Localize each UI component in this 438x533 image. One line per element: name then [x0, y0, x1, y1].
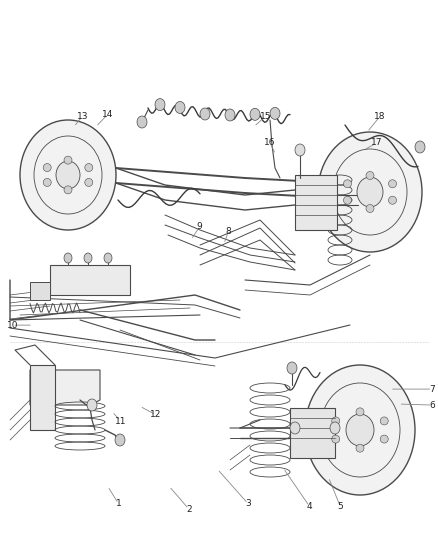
Bar [294, 175, 336, 230]
Text: 10: 10 [7, 321, 18, 329]
Ellipse shape [343, 180, 351, 188]
Ellipse shape [379, 435, 387, 443]
Text: 9: 9 [196, 222, 202, 231]
Text: 5: 5 [336, 502, 343, 511]
Text: 2: 2 [186, 505, 191, 513]
Ellipse shape [64, 186, 72, 194]
Ellipse shape [414, 141, 424, 153]
Ellipse shape [20, 120, 116, 230]
Ellipse shape [249, 108, 259, 120]
Ellipse shape [331, 435, 339, 443]
Text: 15: 15 [259, 112, 271, 120]
Ellipse shape [317, 132, 421, 252]
Ellipse shape [56, 161, 80, 189]
Ellipse shape [343, 196, 351, 204]
Ellipse shape [64, 156, 72, 164]
Ellipse shape [356, 177, 382, 207]
Text: 17: 17 [370, 139, 381, 147]
Text: 8: 8 [225, 228, 231, 236]
Ellipse shape [355, 444, 363, 452]
Ellipse shape [329, 422, 339, 434]
Text: 12: 12 [150, 410, 161, 419]
Bar [30, 282, 50, 300]
Ellipse shape [304, 365, 414, 495]
Ellipse shape [355, 408, 363, 416]
Ellipse shape [286, 362, 297, 374]
Text: 13: 13 [77, 112, 88, 120]
Ellipse shape [388, 180, 396, 188]
Polygon shape [30, 370, 100, 405]
Ellipse shape [319, 383, 399, 477]
Ellipse shape [85, 164, 92, 172]
Text: 4: 4 [306, 502, 311, 511]
Ellipse shape [43, 164, 51, 172]
Ellipse shape [200, 108, 209, 120]
Text: 18: 18 [374, 112, 385, 120]
Text: 11: 11 [115, 417, 126, 425]
Ellipse shape [175, 101, 184, 114]
Ellipse shape [104, 253, 112, 263]
Ellipse shape [155, 99, 165, 111]
Text: 7: 7 [428, 385, 434, 393]
Text: 1: 1 [115, 499, 121, 508]
Text: 16: 16 [264, 139, 275, 147]
Ellipse shape [294, 144, 304, 156]
Ellipse shape [365, 172, 373, 180]
Text: 6: 6 [428, 401, 434, 409]
Ellipse shape [87, 399, 97, 411]
Ellipse shape [225, 109, 234, 121]
Ellipse shape [115, 434, 125, 446]
Ellipse shape [34, 136, 102, 214]
Text: 14: 14 [102, 110, 113, 119]
Ellipse shape [84, 253, 92, 263]
Ellipse shape [365, 205, 373, 213]
Ellipse shape [269, 107, 279, 119]
Bar [290, 408, 334, 458]
Ellipse shape [290, 422, 299, 434]
Polygon shape [30, 365, 55, 430]
Ellipse shape [137, 116, 147, 128]
Ellipse shape [85, 179, 92, 187]
Ellipse shape [345, 414, 373, 446]
Ellipse shape [331, 417, 339, 425]
Ellipse shape [64, 253, 72, 263]
Ellipse shape [43, 179, 51, 187]
Ellipse shape [332, 149, 406, 235]
Text: 3: 3 [244, 499, 251, 508]
Ellipse shape [388, 196, 396, 204]
Polygon shape [50, 265, 130, 295]
Ellipse shape [379, 417, 387, 425]
